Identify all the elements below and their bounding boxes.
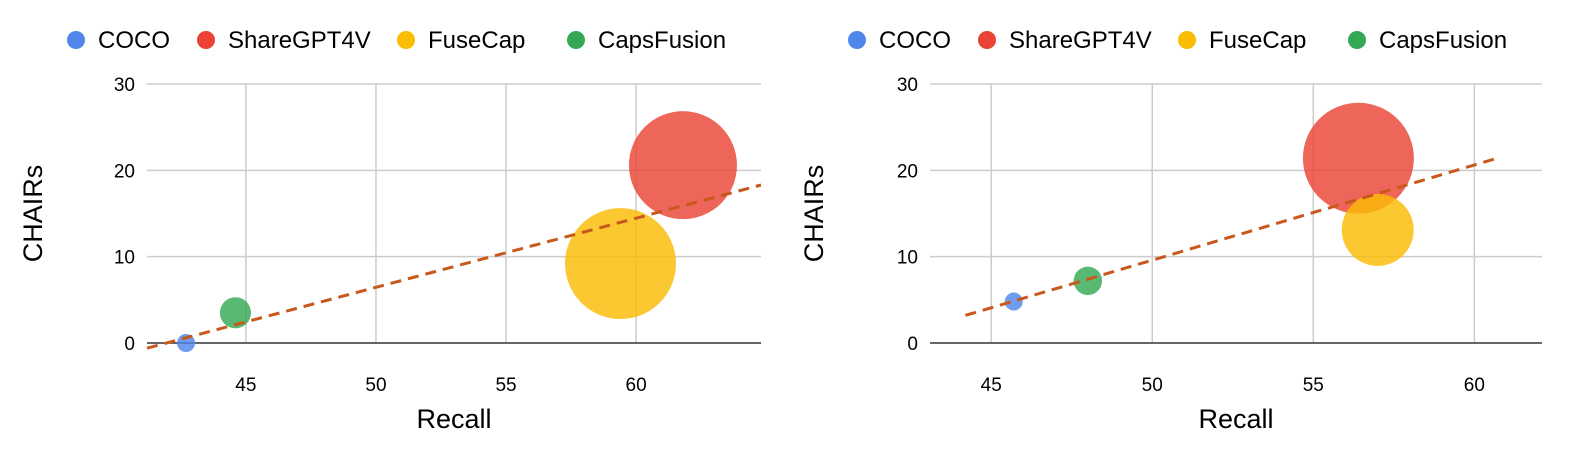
x-tick-label: 60 [626,375,647,396]
legend-marker-coco [848,31,866,49]
legend: COCO ShareGPT4V FuseCap CapsFusion [67,27,726,54]
chart-right: COCO ShareGPT4V FuseCap CapsFusion 0 10 20 30 45… [799,27,1542,434]
legend-label-sharegpt4v: ShareGPT4V [228,27,371,54]
x-axis-title: Recall [416,404,491,434]
legend-marker-coco [67,31,85,49]
y-tick-label: 20 [114,161,135,182]
bubble-coco [1004,292,1023,311]
x-tick-label: 55 [495,375,516,396]
x-tick-label: 60 [1464,375,1485,396]
legend-label-coco: COCO [98,27,170,54]
legend-label-fusecap: FuseCap [1209,27,1306,54]
legend-label-fusecap: FuseCap [428,27,525,54]
x-tick-label: 50 [365,375,386,396]
legend-marker-capsfusion [567,31,585,49]
legend-marker-capsfusion [1348,31,1366,49]
y-tick-label: 0 [124,334,135,355]
legend-marker-sharegpt4v [978,31,996,49]
legend-marker-fusecap [397,31,415,49]
y-axis-title: CHAIRs [18,165,48,263]
x-tick-labels: 45 50 55 60 [235,375,646,396]
x-tick-label: 45 [981,375,1002,396]
bubble-fusecap [1341,193,1414,266]
legend-label-capsfusion: CapsFusion [598,27,726,54]
bubble-fusecap [565,208,676,320]
y-tick-label: 0 [907,334,918,355]
x-axis-title: Recall [1198,404,1273,434]
bubbles [177,111,737,352]
y-tick-label: 30 [114,75,135,96]
bubble-coco [177,334,196,352]
bubble-sharegpt4v [628,111,737,220]
legend-marker-fusecap [1178,31,1196,49]
chart-panel-right: COCO ShareGPT4V FuseCap CapsFusion 0 10 20 30 45… [789,0,1578,455]
legend-label-sharegpt4v: ShareGPT4V [1009,27,1152,54]
x-tick-label: 50 [1142,375,1163,396]
legend-label-coco: COCO [879,27,951,54]
trendline [146,183,762,350]
bubble-sharegpt4v [1302,102,1414,214]
legend: COCO ShareGPT4V FuseCap CapsFusion [848,27,1507,54]
y-tick-label: 30 [897,75,918,96]
trendline [965,155,1501,317]
x-tick-label: 45 [235,375,256,396]
y-tick-labels: 0 10 20 30 [897,75,918,355]
bubble-capsfusion [1073,266,1103,296]
gridlines [930,83,1542,343]
x-tick-labels: 45 50 55 60 [981,375,1485,396]
x-tick-label: 55 [1303,375,1324,396]
y-axis-title: CHAIRs [799,165,829,263]
legend-marker-sharegpt4v [197,31,215,49]
bubbles [1004,102,1414,311]
y-tick-labels: 0 10 20 30 [114,75,135,355]
y-tick-label: 20 [897,161,918,182]
y-tick-label: 10 [114,248,135,269]
chart-left: COCO ShareGPT4V FuseCap CapsFusion 0 10 20 30 45… [18,27,762,434]
legend-label-capsfusion: CapsFusion [1379,27,1507,54]
chart-panel-left: COCO ShareGPT4V FuseCap CapsFusion 0 10 20 30 45… [18,27,762,434]
bubble-capsfusion [219,297,252,329]
y-tick-label: 10 [897,248,918,269]
